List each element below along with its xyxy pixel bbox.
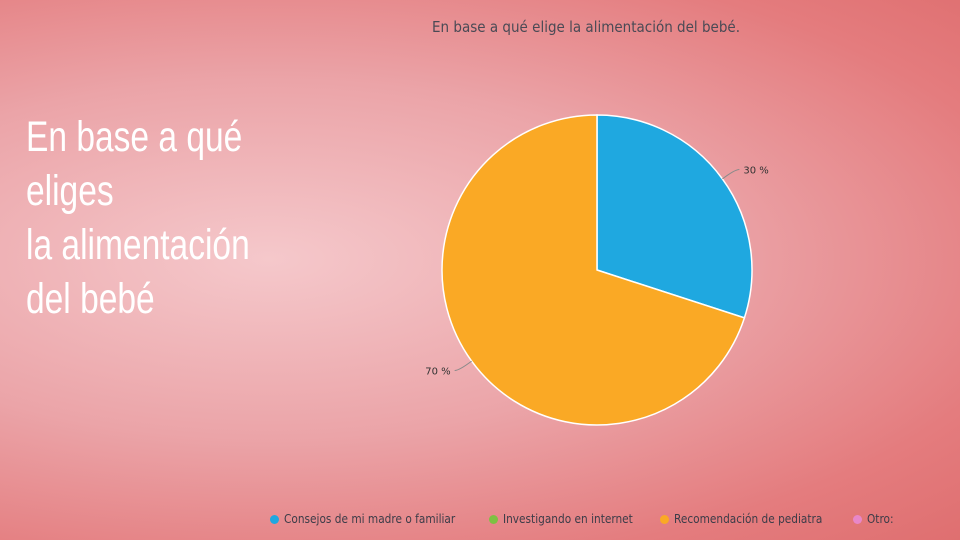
- slide-title-line-4: del bebé: [26, 275, 155, 323]
- data-label-consejos: 30 %: [743, 165, 768, 176]
- pie-slice-pediatra[interactable]: [441, 114, 746, 426]
- slide-title-line-3: la alimentación: [26, 221, 250, 269]
- legend-item-pediatra[interactable]: Recomendación de pediatra: [660, 512, 833, 526]
- leader-line-consejos: [722, 168, 740, 180]
- legend-label-consejos: Consejos de mi madre o familiar: [284, 512, 456, 526]
- legend-swatch-internet: [488, 514, 498, 524]
- chart-title: En base a qué elige la alimentación del …: [432, 18, 741, 36]
- pie-slice-consejos[interactable]: [596, 114, 753, 319]
- legend-item-internet[interactable]: Investigando en internet: [488, 512, 641, 526]
- legend-item-consejos[interactable]: Consejos de mi madre o familiar: [270, 512, 469, 526]
- slide-title-line-1: En base a qué: [26, 113, 243, 161]
- leader-line-pediatra: [454, 360, 472, 372]
- legend-swatch-consejos: [270, 514, 279, 524]
- legend-item-otro[interactable]: Otro:: [852, 512, 893, 526]
- legend-swatch-pediatra: [660, 514, 670, 524]
- legend-swatch-otro: [852, 514, 862, 524]
- legend-label-otro: Otro:: [866, 512, 894, 526]
- chart-legend: Consejos de mi madre o familiar Investig…: [270, 512, 893, 526]
- legend-label-internet: Investigando en internet: [502, 512, 633, 526]
- legend-label-pediatra: Recomendación de pediatra: [674, 512, 823, 526]
- data-label-pediatra: 70 %: [425, 367, 450, 378]
- slide-title-line-2: eliges: [26, 167, 114, 215]
- slide-title: En base a qué eliges la alimentación del…: [26, 110, 283, 326]
